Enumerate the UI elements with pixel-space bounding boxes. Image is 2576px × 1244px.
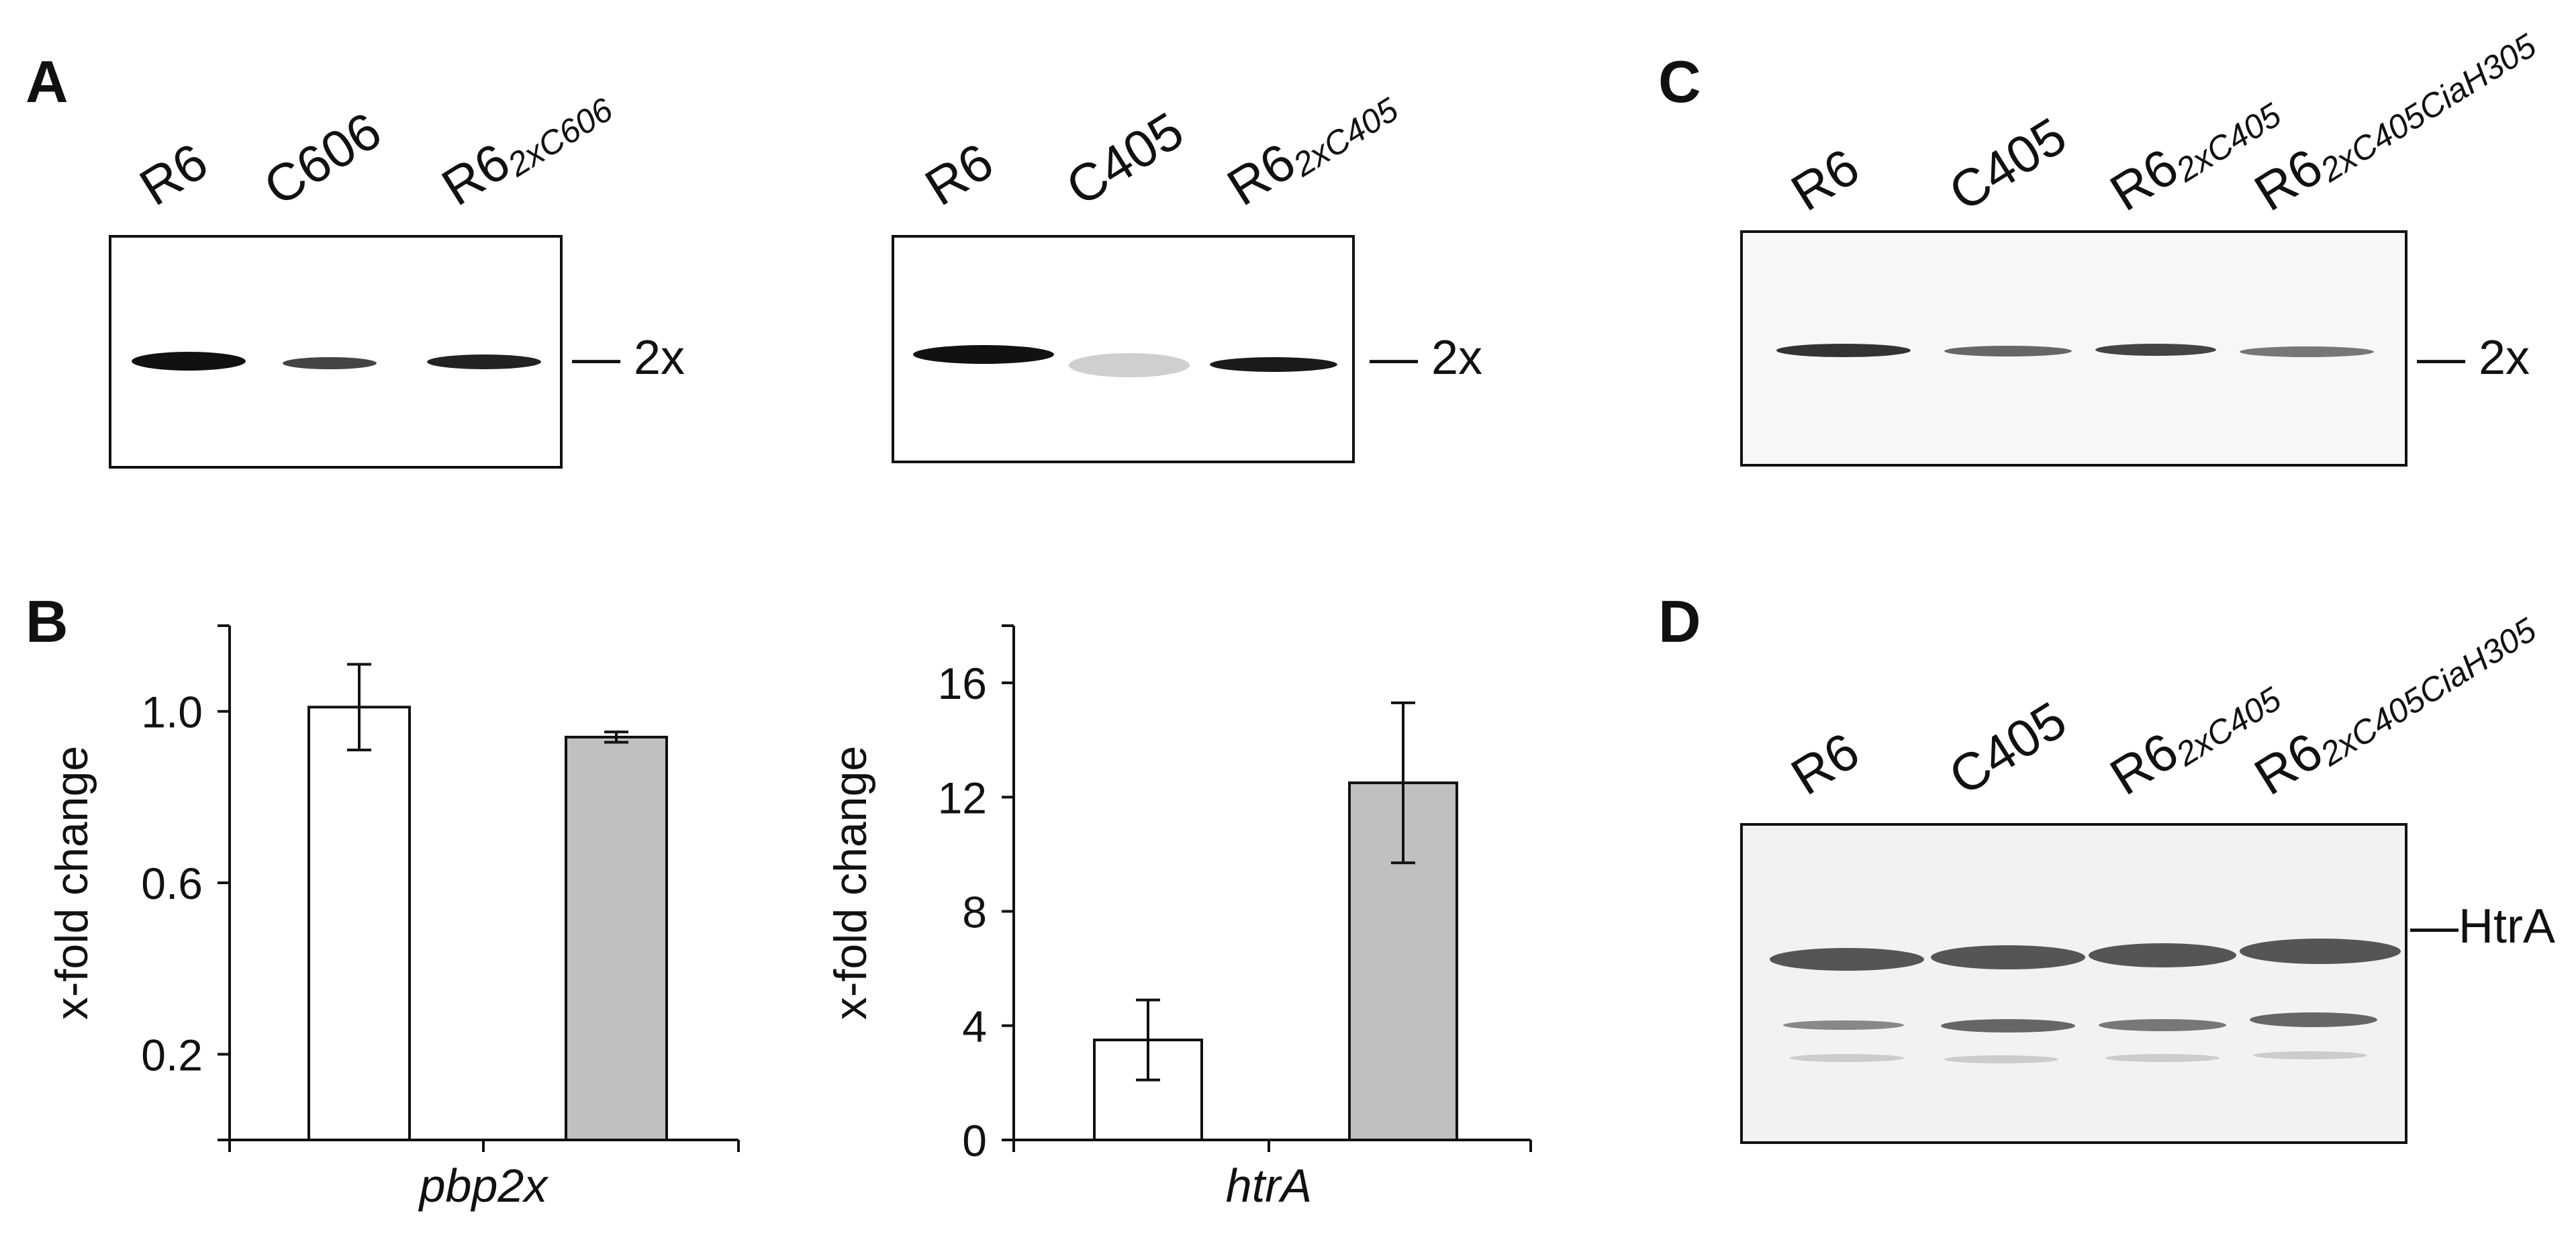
blot-band bbox=[2250, 1012, 2377, 1027]
blot-band bbox=[1941, 1019, 2075, 1033]
lane-label: C606 bbox=[253, 100, 391, 218]
lane-label: R62xC405 bbox=[1217, 90, 1405, 218]
bar bbox=[307, 706, 411, 1142]
blot-band bbox=[1776, 344, 1911, 357]
y-tick-label: 16 bbox=[938, 659, 987, 708]
western-blot-a1 bbox=[109, 235, 563, 469]
lane-label: R62xC606 bbox=[431, 90, 620, 218]
y-tick-label: 0.6 bbox=[141, 859, 203, 908]
band-marker-htra: —HtrA bbox=[2410, 900, 2555, 953]
bar bbox=[565, 735, 668, 1141]
bar-chart-htra: 0 4 8 12 16 x-fold change htrA bbox=[825, 624, 1532, 1212]
panel-label-a: A bbox=[26, 48, 68, 115]
blot-band bbox=[1770, 948, 1924, 971]
y-tick-label: 8 bbox=[962, 888, 987, 937]
bar-chart-pbp2x: 0.2 0.6 1.0 x-fold change pbp2x bbox=[46, 624, 740, 1212]
x-axis-label: htrA bbox=[1226, 1159, 1312, 1212]
lane-label: C405 bbox=[1938, 689, 2077, 807]
blot-band bbox=[1944, 346, 2072, 356]
blot-band bbox=[2253, 1051, 2367, 1059]
blot-band bbox=[1944, 1055, 2058, 1063]
blot-band bbox=[2095, 344, 2216, 356]
blot-band bbox=[2240, 346, 2374, 357]
y-tick-label: 4 bbox=[962, 1002, 987, 1051]
y-axis-label: x-fold change bbox=[46, 746, 97, 1020]
band-marker-2x: — 2x bbox=[572, 331, 685, 385]
y-tick-label: 1.0 bbox=[141, 687, 203, 737]
lane-label: R62xC405CiaH305 bbox=[2244, 610, 2543, 807]
lane-label: C405 bbox=[1055, 100, 1194, 218]
lane-label: R62xC405 bbox=[2099, 679, 2288, 807]
y-tick-label: 0.2 bbox=[141, 1030, 203, 1080]
y-tick-label: 0 bbox=[962, 1116, 987, 1165]
western-blot-d bbox=[1740, 823, 2407, 1144]
blot-band bbox=[1790, 1054, 1904, 1062]
lane-label: R6 bbox=[1780, 136, 1870, 223]
blot-band bbox=[1931, 945, 2085, 969]
lane-label: R6 bbox=[1780, 720, 1870, 807]
lane-label: R62xC405 bbox=[2099, 95, 2288, 223]
x-axis-label: pbp2x bbox=[418, 1159, 550, 1212]
blot-band bbox=[2089, 943, 2236, 967]
blot-band bbox=[2099, 1019, 2226, 1031]
panel-label-c: C bbox=[1658, 48, 1701, 115]
blot-band bbox=[2240, 939, 2401, 964]
panel-label-b: B bbox=[26, 588, 68, 655]
lane-label: R6 bbox=[914, 131, 1004, 218]
blot-band bbox=[1069, 353, 1190, 377]
blot-band bbox=[427, 354, 541, 369]
y-tick-label: 12 bbox=[938, 773, 987, 822]
lane-label: R6 bbox=[129, 131, 218, 218]
blot-band bbox=[2105, 1054, 2220, 1062]
y-axis-label: x-fold change bbox=[825, 746, 876, 1020]
blot-band bbox=[1783, 1020, 1904, 1030]
band-marker-2x: — 2x bbox=[1370, 331, 1483, 385]
blot-band bbox=[913, 345, 1054, 364]
western-blot-c bbox=[1740, 230, 2407, 467]
western-blot-a2 bbox=[892, 235, 1355, 463]
lane-label: C405 bbox=[1938, 105, 2077, 223]
blot-band bbox=[132, 352, 246, 371]
blot-band bbox=[1210, 357, 1337, 372]
blot-band bbox=[283, 357, 377, 369]
lane-label: R62xC405CiaH305 bbox=[2244, 26, 2543, 223]
band-marker-2x: — 2x bbox=[2417, 331, 2530, 385]
panel-label-d: D bbox=[1658, 588, 1701, 655]
